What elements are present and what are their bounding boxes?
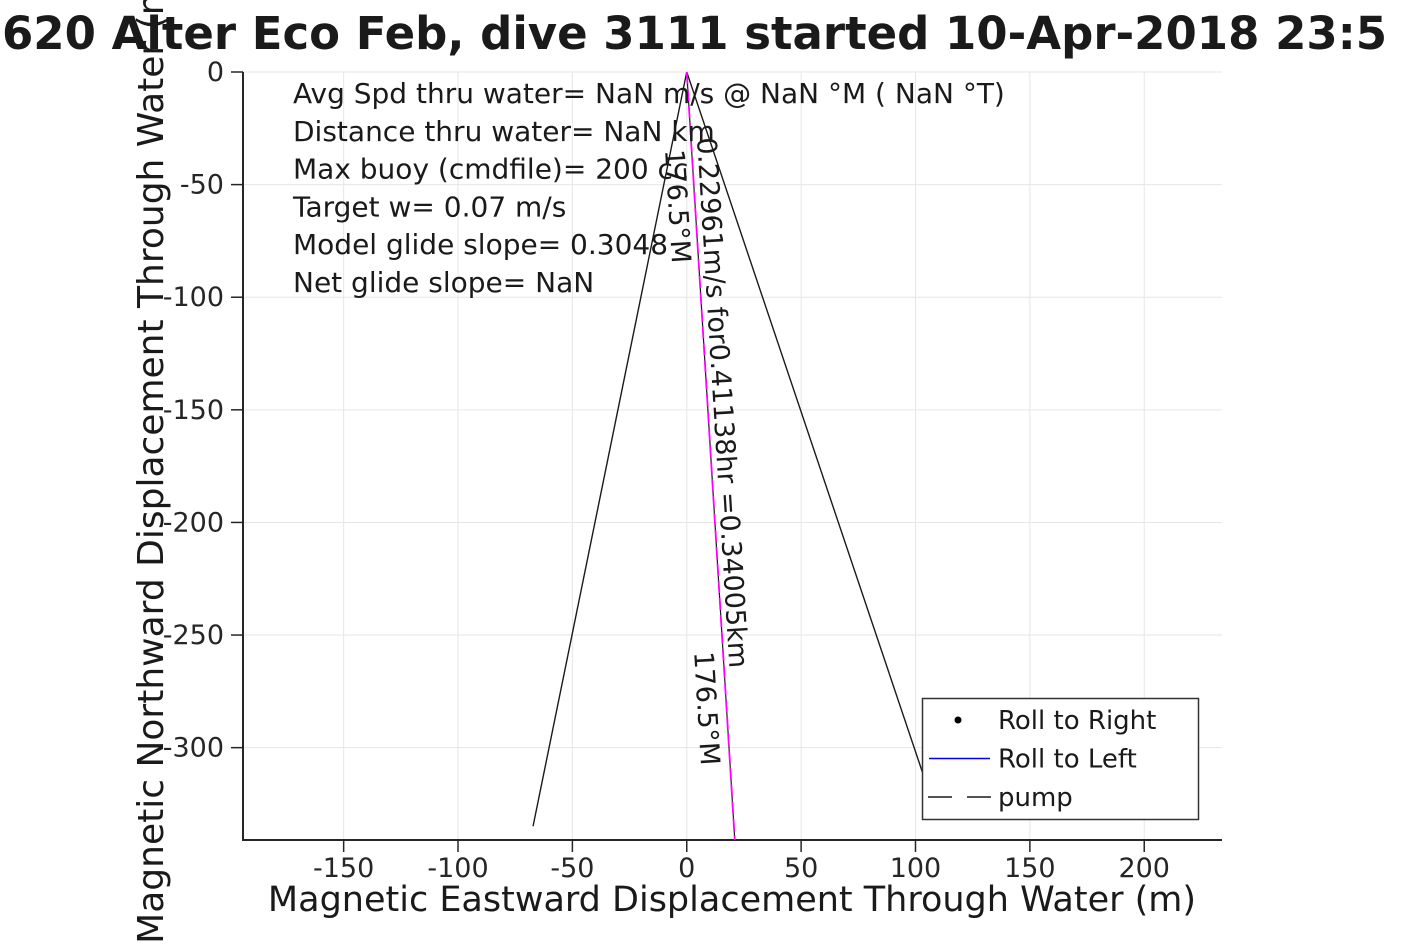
track-rotated-label: 176.5°M — [687, 650, 725, 766]
gridlines — [243, 71, 1222, 840]
x-tick-label: 200 — [1118, 853, 1170, 884]
track-rotated-label: 0.22961m/s for0.41138hr =0.34005km — [690, 137, 753, 669]
y-tick-label: -250 — [163, 620, 224, 651]
x-tick-label: -100 — [427, 853, 488, 884]
legend-item-label: Roll to Right — [998, 706, 1156, 736]
plot-title: 620 Alter Eco Feb, dive 3111 started 10-… — [2, 7, 1387, 60]
y-tick-label: -100 — [163, 282, 224, 313]
x-tick-label: 50 — [784, 853, 818, 884]
x-tick-label: -150 — [313, 853, 374, 884]
annotation-line: Avg Spd thru water= NaN m/s @ NaN °M ( N… — [293, 77, 1005, 110]
y-tick-label: -150 — [163, 395, 224, 426]
y-tick-label: 0 — [207, 57, 224, 88]
annotation-line: Target w= 0.07 m/s — [292, 190, 566, 223]
track-heading-labels: 176.5°M0.22961m/s for0.41138hr =0.34005k… — [658, 137, 753, 767]
y-axis-label: Magnetic Northward Displacement Through … — [131, 0, 172, 944]
x-axis-label: Magnetic Eastward Displacement Through W… — [268, 880, 1196, 920]
x-tick-label: 150 — [1004, 853, 1056, 884]
annotation-line: Model glide slope= 0.3048 — [293, 228, 668, 261]
axes: -150 -100 -50 0 50 100 150 200 0 -50 -100 -150 -200 -… — [163, 57, 1222, 884]
annotation-line: Distance thru water= NaN km — [293, 115, 715, 148]
dive-track-overlay — [685, 71, 736, 841]
x-tick-label: 0 — [678, 853, 695, 884]
track-lines — [532, 71, 924, 841]
climb-track-left — [532, 71, 688, 827]
annotation-line: Max buoy (cmdfile)= 200 cc — [293, 153, 688, 186]
climb-track-right — [686, 71, 924, 773]
legend-item-label: pump — [998, 783, 1073, 813]
legend-dot-marker — [954, 716, 962, 724]
x-tick-label: -50 — [550, 853, 594, 884]
legend-box: Roll to Right Roll to Left pump — [921, 697, 1200, 821]
y-tick-label: -300 — [163, 733, 224, 764]
y-tick-label: -50 — [180, 170, 224, 201]
track-rotated-label: 176.5°M — [658, 148, 696, 264]
y-tick-label: -200 — [163, 507, 224, 538]
legend-item-label: Roll to Left — [998, 745, 1137, 775]
annotation-line: Net glide slope= NaN — [293, 266, 594, 299]
dive-stats-annotation: Avg Spd thru water= NaN m/s @ NaN °M ( N… — [292, 77, 1005, 299]
x-tick-label: 100 — [890, 853, 942, 884]
